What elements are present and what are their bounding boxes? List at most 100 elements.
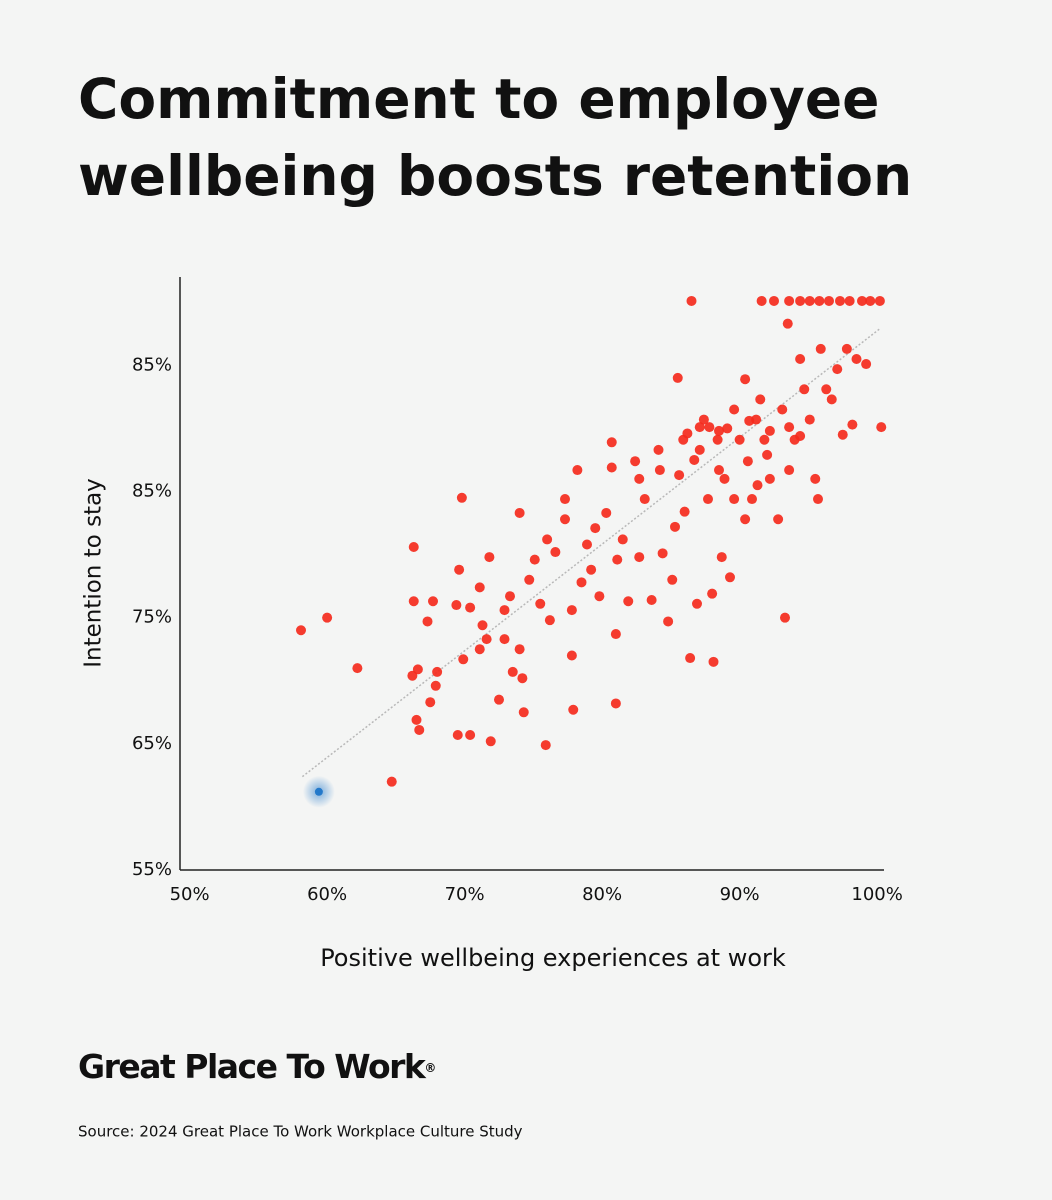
point [550, 547, 561, 558]
point [524, 574, 535, 585]
point [672, 372, 683, 383]
title-line: Commitment to employee [78, 67, 879, 131]
point [784, 422, 795, 433]
point [590, 523, 601, 534]
point [784, 465, 795, 476]
point [694, 422, 705, 433]
point [505, 591, 515, 602]
point [795, 354, 806, 365]
point [411, 714, 422, 725]
point [485, 736, 496, 747]
point [610, 698, 621, 709]
point [876, 422, 887, 433]
point [630, 456, 641, 467]
point [734, 434, 745, 445]
point [499, 605, 510, 616]
point [566, 650, 577, 661]
logo: Great Place To Work® [78, 1047, 435, 1086]
point [865, 295, 876, 306]
point [780, 612, 790, 623]
point [458, 654, 469, 665]
point [296, 625, 306, 636]
point [824, 295, 834, 306]
point [499, 634, 510, 645]
point [773, 514, 784, 525]
point [837, 429, 848, 440]
point [692, 598, 702, 609]
plot-area: 55% 65% 75% 85% 85% 50% 60% 70% 80% 90% 100% [132, 295, 903, 905]
point [560, 514, 570, 525]
point [425, 697, 436, 708]
point [465, 729, 476, 740]
point [408, 542, 419, 553]
point [762, 449, 773, 460]
point [612, 554, 623, 565]
point [623, 596, 634, 607]
point [657, 548, 668, 559]
point [456, 492, 467, 503]
point [481, 634, 492, 645]
point [784, 295, 795, 306]
point [540, 740, 551, 751]
point [494, 694, 504, 705]
point [507, 666, 518, 677]
point [740, 374, 751, 385]
point [529, 554, 540, 565]
point [474, 644, 485, 655]
point [742, 456, 753, 467]
point [716, 552, 727, 563]
point [747, 494, 757, 505]
point [694, 444, 705, 455]
point [674, 470, 685, 481]
point [663, 616, 674, 627]
point [594, 591, 605, 602]
point [667, 574, 678, 585]
x-tick-label: 60% [307, 884, 347, 905]
point [465, 602, 476, 613]
x-axis-label: Positive wellbeing experiences at work [320, 944, 786, 972]
point [815, 343, 826, 354]
point [314, 787, 323, 796]
point [428, 596, 438, 607]
point [606, 462, 617, 473]
point [795, 295, 806, 306]
point [634, 473, 645, 484]
point [646, 594, 657, 605]
point [542, 534, 553, 545]
point [847, 419, 858, 430]
point [634, 552, 645, 563]
point [689, 454, 700, 465]
point [606, 437, 617, 448]
point [518, 707, 529, 718]
point [617, 534, 628, 545]
point [832, 364, 843, 375]
point [703, 494, 713, 505]
point [568, 704, 579, 715]
point [560, 494, 570, 505]
logo-text: Great Place To Work [78, 1047, 427, 1086]
point [707, 588, 718, 599]
point [576, 577, 587, 588]
point [813, 494, 823, 505]
logo-mark: ® [424, 1061, 435, 1075]
point [452, 729, 463, 740]
point [682, 428, 693, 439]
point [514, 507, 525, 518]
point [764, 425, 775, 436]
point [322, 612, 333, 623]
point [851, 354, 862, 365]
point [414, 724, 425, 735]
point [601, 507, 612, 518]
point [756, 295, 767, 306]
point [755, 394, 766, 405]
point [477, 620, 488, 631]
point [857, 295, 867, 306]
point [686, 295, 697, 306]
point [814, 295, 825, 306]
point [654, 465, 665, 476]
point [764, 473, 775, 484]
point [451, 600, 462, 611]
point [725, 572, 735, 583]
point [484, 552, 495, 563]
point [752, 480, 763, 491]
